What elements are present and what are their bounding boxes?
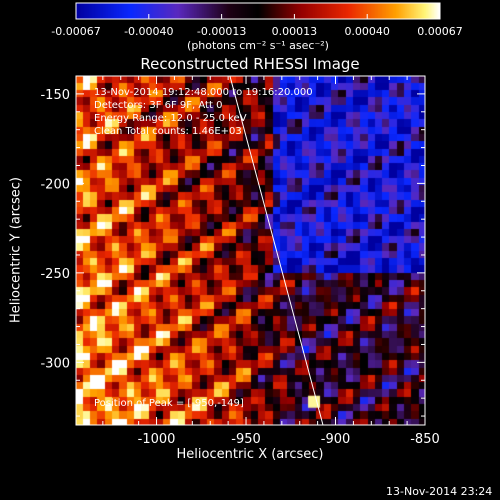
colorbar-frame bbox=[75, 2, 441, 20]
colorbar-units: (photons cm⁻² s⁻¹ asec⁻²) bbox=[187, 39, 329, 52]
y-tick-label: -250 bbox=[40, 267, 70, 282]
heatmap-image bbox=[76, 76, 425, 425]
clean-annotation: Clean Total counts: 1.46E+03 bbox=[94, 126, 242, 137]
plot-frame bbox=[75, 75, 426, 426]
colorbar-tick-label: 0.00040 bbox=[344, 25, 390, 38]
y-axis-label: Heliocentric Y (arcsec) bbox=[8, 177, 24, 323]
limb-line bbox=[229, 75, 324, 426]
colorbar-tick-label: 0.00067 bbox=[417, 25, 463, 38]
y-tick-label: -200 bbox=[40, 177, 70, 192]
y-tick-label: -150 bbox=[40, 88, 70, 103]
detectors-annotation: Detectors: 3F 6F 9F, Att 0 bbox=[94, 100, 223, 111]
x-tick-label: -950 bbox=[231, 432, 261, 447]
energy-annotation: Energy Range: 12.0 - 25.0 keV bbox=[94, 113, 247, 124]
footer-timestamp: 13-Nov-2014 23:24 bbox=[386, 485, 493, 498]
colorbar-tick-label: -0.00013 bbox=[197, 25, 246, 38]
x-tick-label: -1000 bbox=[138, 432, 176, 447]
chart-title: Reconstructed RHESSI Image bbox=[140, 55, 360, 73]
y-tick-label: -300 bbox=[40, 356, 70, 371]
time-range-annotation: 13-Nov-2014 19:12:48.000 to 19:16:20.000 bbox=[94, 87, 313, 98]
colorbar-tick-label: -0.00040 bbox=[124, 25, 173, 38]
x-tick-label: -900 bbox=[321, 432, 351, 447]
colorbar-tick-label: 0.00013 bbox=[272, 25, 318, 38]
peak-annotation: Position of Peak = [-950,-149] bbox=[94, 398, 244, 409]
x-tick-label: -850 bbox=[410, 432, 440, 447]
colorbar bbox=[76, 3, 440, 19]
colorbar-tick-label: -0.00067 bbox=[51, 25, 100, 38]
x-axis-label: Heliocentric X (arcsec) bbox=[176, 447, 324, 462]
